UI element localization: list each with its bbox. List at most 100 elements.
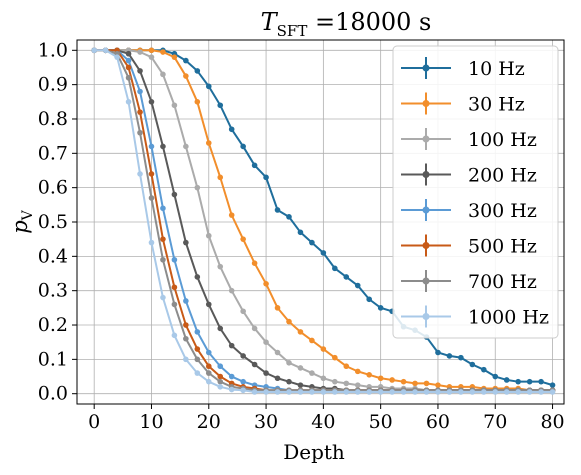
data-point	[160, 71, 166, 78]
data-point	[274, 375, 281, 382]
y-tick-label: 0.6	[38, 177, 68, 199]
data-point	[366, 389, 373, 395]
data-point	[217, 384, 224, 390]
data-point	[125, 74, 132, 81]
legend: 10 Hz 30 Hz 100 Hz 200 Hz 300 Hz 500 Hz 700 Hz…	[392, 45, 559, 339]
data-point	[160, 143, 166, 150]
y-axis-symbol: p	[8, 220, 32, 233]
data-point	[377, 305, 384, 311]
x-tick-label: 60	[426, 411, 450, 433]
data-point	[263, 370, 269, 376]
data-point	[205, 83, 212, 90]
data-point	[480, 366, 487, 373]
data-point	[183, 335, 189, 342]
series-1000-hz	[91, 47, 556, 395]
data-point	[320, 375, 327, 382]
data-point	[286, 378, 292, 385]
legend-label: 30 Hz	[468, 94, 525, 116]
data-point	[217, 363, 224, 370]
data-point	[320, 389, 327, 395]
data-point	[309, 337, 315, 344]
y-axis-label: pV	[8, 209, 36, 233]
data-point	[160, 294, 166, 301]
data-point	[297, 329, 304, 335]
data-point	[217, 263, 224, 270]
data-point	[171, 54, 178, 60]
legend-label: 700 Hz	[468, 271, 537, 293]
legend-label: 10 Hz	[468, 58, 525, 80]
data-point	[171, 301, 178, 308]
data-point	[503, 377, 510, 383]
data-point	[205, 232, 212, 239]
y-tick-label: 0.8	[38, 108, 68, 130]
data-point	[389, 377, 395, 383]
data-point	[148, 143, 155, 150]
data-point	[538, 389, 544, 395]
data-point	[446, 389, 453, 395]
data-point	[332, 354, 338, 361]
data-point	[297, 365, 304, 371]
legend-item: 500 Hz	[401, 234, 537, 258]
data-point	[171, 332, 178, 339]
legend-item: 300 Hz	[401, 199, 537, 222]
legend-item: 700 Hz	[401, 270, 537, 293]
y-tick-label: 0.7	[38, 142, 68, 164]
data-point	[137, 109, 143, 115]
data-point	[148, 195, 155, 201]
x-tick-label: 20	[197, 411, 221, 433]
data-point	[160, 236, 166, 242]
data-point	[343, 380, 350, 387]
data-point	[366, 296, 373, 303]
x-tick-label: 0	[88, 411, 100, 433]
x-tick-label: 10	[139, 411, 163, 433]
data-point	[526, 389, 533, 395]
data-point	[320, 346, 327, 352]
data-point	[320, 250, 327, 256]
legend-item: 200 Hz	[401, 163, 537, 187]
legend-label: 300 Hz	[468, 200, 537, 222]
data-point	[217, 378, 224, 385]
data-point	[435, 382, 441, 388]
data-point	[194, 184, 201, 191]
data-point	[240, 236, 246, 242]
data-point	[148, 99, 155, 105]
chart-title: TSFT =18000 s	[261, 8, 432, 40]
data-point	[309, 370, 315, 376]
data-point	[263, 174, 269, 181]
x-axis-label: Depth	[283, 440, 345, 464]
data-point	[228, 126, 235, 133]
data-point	[274, 207, 281, 213]
x-tick-label: 40	[311, 411, 335, 433]
data-point	[423, 380, 430, 387]
data-point	[389, 389, 395, 395]
legend-item: 1000 Hz	[401, 305, 549, 329]
data-point	[91, 47, 97, 54]
legend-marker	[422, 242, 430, 249]
data-point	[148, 171, 155, 177]
data-point	[171, 284, 178, 291]
legend-marker	[422, 135, 430, 143]
data-point	[469, 361, 476, 368]
legend-item: 30 Hz	[401, 92, 525, 116]
data-point	[297, 382, 304, 388]
data-point	[286, 359, 292, 366]
legend-marker	[422, 277, 430, 285]
data-point	[137, 171, 143, 177]
legend-item: 100 Hz	[401, 128, 537, 151]
y-tick-label: 0.1	[38, 348, 68, 370]
data-point	[228, 342, 235, 349]
data-point	[297, 389, 304, 395]
data-point	[194, 274, 201, 280]
y-axis-subscript: V	[20, 209, 36, 221]
data-point	[228, 287, 235, 294]
data-point	[183, 356, 189, 363]
x-tick-label: 50	[369, 411, 393, 433]
data-point	[194, 346, 201, 352]
data-point	[148, 239, 155, 246]
data-point	[400, 378, 407, 385]
data-point	[228, 386, 235, 393]
y-tick-label: 0.3	[38, 280, 68, 302]
data-point	[137, 129, 143, 136]
data-point	[183, 298, 189, 304]
